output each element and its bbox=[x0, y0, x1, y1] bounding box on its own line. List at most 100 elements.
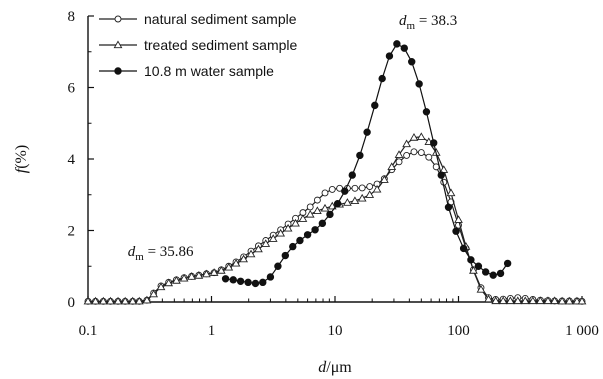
data-point bbox=[246, 249, 256, 258]
data-point bbox=[91, 296, 100, 305]
data-point bbox=[341, 187, 349, 195]
legend-entry-2: treated sediment sample bbox=[99, 37, 298, 53]
data-point bbox=[326, 210, 334, 219]
data-point bbox=[251, 279, 260, 288]
data-point bbox=[120, 296, 130, 305]
data-point bbox=[378, 74, 386, 83]
data-point bbox=[179, 273, 189, 282]
data-point bbox=[356, 151, 364, 160]
data-point bbox=[408, 58, 416, 66]
data-point bbox=[224, 262, 234, 271]
data-point bbox=[363, 128, 371, 136]
data-point bbox=[98, 296, 108, 305]
legend-label: 10.8 m water sample bbox=[144, 63, 274, 79]
data-point bbox=[481, 268, 490, 276]
data-point bbox=[229, 276, 237, 284]
data-point bbox=[303, 231, 312, 239]
data-point bbox=[283, 223, 293, 232]
data-point bbox=[513, 296, 523, 305]
data-point bbox=[343, 198, 352, 206]
data-point bbox=[365, 190, 375, 198]
data-point bbox=[194, 271, 204, 279]
data-point bbox=[351, 184, 359, 192]
series-line bbox=[88, 151, 583, 302]
y-axis-label-var: f bbox=[13, 166, 30, 173]
data-point bbox=[231, 258, 241, 267]
data-point bbox=[400, 44, 408, 52]
data-point bbox=[444, 203, 453, 211]
data-point bbox=[134, 296, 144, 305]
data-point bbox=[379, 175, 389, 183]
data-point bbox=[266, 273, 275, 281]
data-point bbox=[202, 269, 211, 278]
legend-entry-3: 10.8 m water sample bbox=[99, 63, 274, 79]
annotation-sub: m bbox=[135, 251, 144, 263]
data-point bbox=[306, 203, 314, 211]
data-point bbox=[543, 296, 553, 305]
data-point bbox=[333, 199, 342, 208]
x-tick-label: 1 bbox=[208, 323, 216, 339]
data-point bbox=[321, 189, 329, 197]
data-point bbox=[395, 158, 403, 166]
series-layer bbox=[83, 40, 587, 305]
legend-marker bbox=[113, 40, 123, 49]
data-point bbox=[550, 296, 559, 305]
data-point bbox=[239, 254, 248, 263]
x-tick-label: 0.1 bbox=[79, 323, 98, 339]
data-point bbox=[83, 296, 93, 305]
data-point bbox=[281, 251, 290, 260]
data-point bbox=[357, 193, 367, 202]
data-point bbox=[113, 296, 123, 305]
data-point bbox=[387, 162, 397, 171]
data-point bbox=[274, 262, 282, 270]
x-axis-label-unit: /μm bbox=[326, 359, 352, 376]
series-1 bbox=[84, 148, 586, 305]
data-point bbox=[476, 284, 486, 293]
data-point bbox=[371, 101, 379, 110]
data-point bbox=[410, 148, 418, 156]
data-point bbox=[459, 244, 468, 253]
data-point bbox=[209, 268, 219, 276]
data-point bbox=[498, 296, 508, 305]
data-point bbox=[172, 276, 181, 284]
y-axis-label: f(%) bbox=[13, 145, 30, 173]
data-point bbox=[505, 296, 515, 305]
data-point bbox=[276, 228, 286, 237]
data-point bbox=[156, 282, 166, 291]
data-point bbox=[417, 149, 425, 157]
data-point bbox=[142, 295, 152, 304]
data-point bbox=[236, 277, 245, 285]
legend-marker bbox=[114, 15, 122, 23]
data-point bbox=[311, 226, 319, 234]
data-point bbox=[491, 296, 501, 305]
data-point bbox=[128, 296, 138, 305]
data-point bbox=[187, 272, 196, 280]
y-axis-label-unit: (%) bbox=[13, 145, 30, 169]
data-point bbox=[557, 296, 567, 305]
data-point bbox=[520, 296, 530, 305]
data-point bbox=[402, 139, 411, 148]
data-point bbox=[416, 132, 426, 140]
data-point bbox=[403, 151, 411, 159]
data-point bbox=[572, 296, 582, 305]
data-point bbox=[149, 289, 159, 298]
data-point bbox=[503, 259, 512, 268]
annotation-sub: m bbox=[407, 20, 416, 32]
annotation-1: dm = 38.3 bbox=[399, 13, 457, 32]
data-point bbox=[372, 184, 382, 193]
annotation-var: d bbox=[399, 13, 407, 29]
data-point bbox=[430, 139, 438, 147]
data-point bbox=[221, 275, 230, 283]
series-3 bbox=[221, 40, 512, 288]
y-tick-label: 0 bbox=[68, 295, 76, 311]
data-point bbox=[577, 296, 587, 305]
data-point bbox=[484, 294, 493, 303]
data-point bbox=[409, 133, 419, 141]
data-point bbox=[106, 296, 115, 305]
y-tick-label: 4 bbox=[68, 152, 76, 168]
data-point bbox=[394, 150, 404, 158]
data-point bbox=[305, 209, 315, 218]
data-point bbox=[313, 196, 321, 204]
legend-marker bbox=[114, 67, 122, 75]
